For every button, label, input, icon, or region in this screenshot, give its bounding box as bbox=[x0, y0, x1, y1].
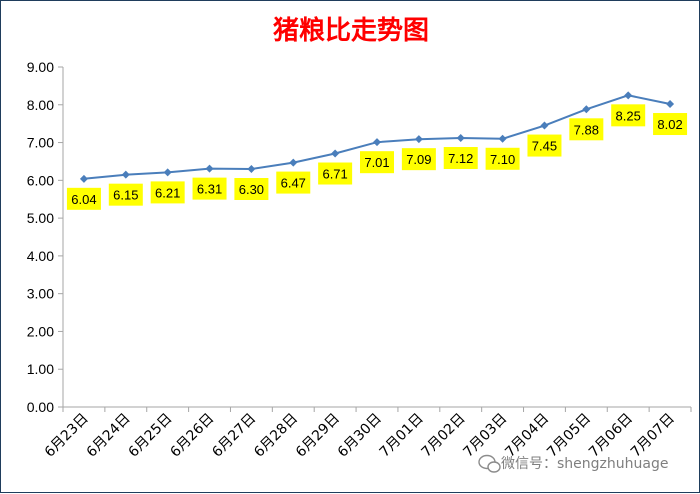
y-tick-label: 7.00 bbox=[27, 135, 54, 151]
data-label-box bbox=[485, 147, 520, 170]
data-label-box bbox=[108, 183, 143, 206]
data-label-box bbox=[569, 118, 604, 141]
data-point bbox=[331, 149, 340, 158]
x-tick-label: 6月30日 bbox=[335, 411, 385, 461]
data-label: 7.10 bbox=[490, 152, 515, 167]
data-label-box bbox=[611, 104, 646, 127]
data-point bbox=[666, 100, 675, 109]
data-label: 6.30 bbox=[239, 182, 264, 197]
x-tick-label: 7月01日 bbox=[377, 411, 427, 461]
x-tick-label: 7月02日 bbox=[419, 411, 469, 461]
data-label: 7.45 bbox=[532, 139, 557, 154]
data-point bbox=[205, 164, 214, 173]
data-label-box bbox=[443, 147, 478, 170]
wechat-icon bbox=[478, 454, 501, 473]
data-label: 7.88 bbox=[574, 122, 599, 137]
data-label-box bbox=[653, 113, 688, 136]
x-tick-label: 6月25日 bbox=[125, 411, 175, 461]
x-tick-label: 6月29日 bbox=[293, 411, 343, 461]
y-tick-label: 3.00 bbox=[27, 286, 54, 302]
data-label: 6.31 bbox=[197, 182, 222, 197]
x-tick-label: 6月24日 bbox=[84, 411, 134, 461]
y-tick-label: 9.00 bbox=[27, 59, 54, 75]
data-point bbox=[540, 121, 549, 130]
data-label-box bbox=[318, 162, 353, 185]
x-tick-label: 6月26日 bbox=[167, 411, 217, 461]
x-tick-label: 6月23日 bbox=[42, 411, 92, 461]
x-tick-label: 6月28日 bbox=[251, 411, 301, 461]
data-label: 7.09 bbox=[406, 152, 431, 167]
data-point bbox=[247, 165, 256, 173]
series-layer bbox=[79, 91, 675, 183]
data-label-box bbox=[527, 134, 562, 157]
chart-title: 猪粮比走势图 bbox=[273, 15, 429, 46]
x-tick-label: 7月07日 bbox=[628, 411, 678, 461]
data-label-box bbox=[401, 148, 436, 171]
data-label: 8.02 bbox=[657, 117, 682, 132]
watermark-text: 微信号：shengzhuhuage bbox=[501, 456, 668, 472]
data-point bbox=[498, 134, 507, 143]
data-label: 6.15 bbox=[113, 188, 138, 203]
data-label: 6.71 bbox=[322, 167, 347, 182]
data-label-box bbox=[234, 178, 269, 200]
data-label: 7.12 bbox=[448, 151, 473, 166]
data-point bbox=[373, 138, 381, 147]
axes bbox=[58, 66, 692, 412]
data-point bbox=[163, 168, 172, 177]
data-label: 7.01 bbox=[364, 155, 389, 170]
data-point bbox=[582, 105, 591, 114]
data-label: 6.47 bbox=[281, 176, 306, 191]
y-tick-label: 1.00 bbox=[27, 361, 54, 377]
data-labels: 6.04 6.15 6.21 6.31 6.30 6.47 6.71 7.01 7.09 7.12… bbox=[66, 104, 688, 210]
data-point bbox=[624, 91, 633, 100]
data-point bbox=[121, 170, 130, 179]
data-label-box bbox=[192, 177, 227, 200]
data-point bbox=[79, 174, 88, 183]
data-label-box bbox=[66, 187, 101, 210]
data-label: 6.04 bbox=[71, 192, 96, 207]
x-tick-label: 7月06日 bbox=[586, 411, 636, 461]
data-point bbox=[414, 135, 423, 144]
data-label-box bbox=[150, 181, 185, 204]
data-point bbox=[289, 158, 298, 167]
data-label-box bbox=[276, 171, 311, 194]
y-tick-label: 2.00 bbox=[27, 323, 54, 339]
watermark: 微信号：shengzhuhuage bbox=[478, 454, 668, 473]
data-point bbox=[456, 134, 465, 143]
x-tick-label: 7月05日 bbox=[544, 411, 594, 461]
y-tick-label: 5.00 bbox=[27, 210, 54, 226]
y-tick-label: 0.00 bbox=[27, 399, 54, 415]
y-tick-label: 8.00 bbox=[27, 97, 54, 113]
data-label: 6.21 bbox=[155, 185, 180, 200]
x-tick-label: 7月04日 bbox=[502, 411, 552, 461]
data-label-box bbox=[360, 151, 394, 174]
x-tick-label: 7月03日 bbox=[460, 411, 510, 461]
y-tick-label: 4.00 bbox=[27, 248, 54, 264]
x-tick-label: 6月27日 bbox=[209, 411, 259, 461]
y-tick-label: 6.00 bbox=[27, 172, 54, 188]
data-label: 8.25 bbox=[616, 108, 641, 123]
